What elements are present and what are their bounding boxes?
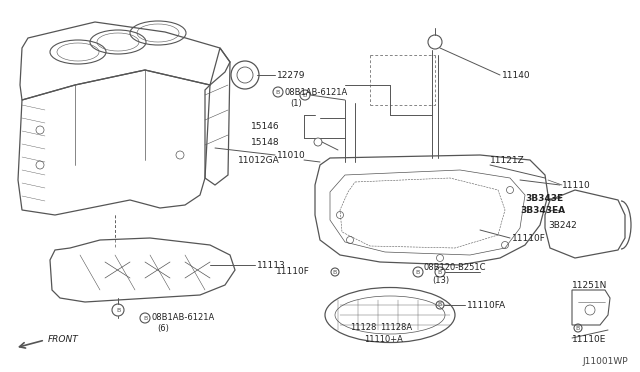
Text: (6): (6) [157, 324, 169, 333]
Text: 11251N: 11251N [572, 280, 607, 289]
Text: B: B [143, 315, 147, 321]
Text: 11110+A: 11110+A [364, 336, 403, 344]
Text: 3B343E: 3B343E [525, 193, 563, 202]
Text: 11010: 11010 [277, 151, 306, 160]
Text: B: B [438, 302, 442, 308]
Text: 11110E: 11110E [572, 336, 606, 344]
Text: 11110FA: 11110FA [467, 301, 506, 310]
Text: 08B120-B251C: 08B120-B251C [424, 263, 486, 273]
Text: 11110: 11110 [562, 180, 591, 189]
Text: B: B [116, 308, 120, 312]
Text: J11001WP: J11001WP [582, 357, 628, 366]
Text: B: B [576, 326, 580, 330]
Text: 15148: 15148 [252, 138, 280, 147]
Text: 3B343EA: 3B343EA [520, 205, 565, 215]
Text: 11140: 11140 [502, 71, 531, 80]
Text: 11110F: 11110F [512, 234, 546, 243]
Text: 11128A: 11128A [380, 324, 412, 333]
Text: 11012GA: 11012GA [238, 155, 280, 164]
Text: 12279: 12279 [277, 71, 305, 80]
Text: (13): (13) [432, 276, 449, 285]
Text: 11110F: 11110F [276, 267, 310, 276]
Text: 11121Z: 11121Z [490, 155, 525, 164]
Text: (1): (1) [290, 99, 301, 108]
Text: B: B [276, 90, 280, 94]
Text: 11128: 11128 [350, 324, 376, 333]
Text: 11113: 11113 [257, 260, 285, 269]
Text: 08B1AB-6121A: 08B1AB-6121A [152, 314, 215, 323]
Text: FRONT: FRONT [48, 336, 79, 344]
Text: 15146: 15146 [252, 122, 280, 131]
Text: B: B [303, 93, 307, 97]
Text: 08B1AB-6121A: 08B1AB-6121A [285, 87, 348, 96]
Text: B: B [416, 269, 420, 275]
Text: B: B [333, 269, 337, 275]
Text: 3B242: 3B242 [548, 221, 577, 230]
Text: B: B [438, 269, 442, 275]
